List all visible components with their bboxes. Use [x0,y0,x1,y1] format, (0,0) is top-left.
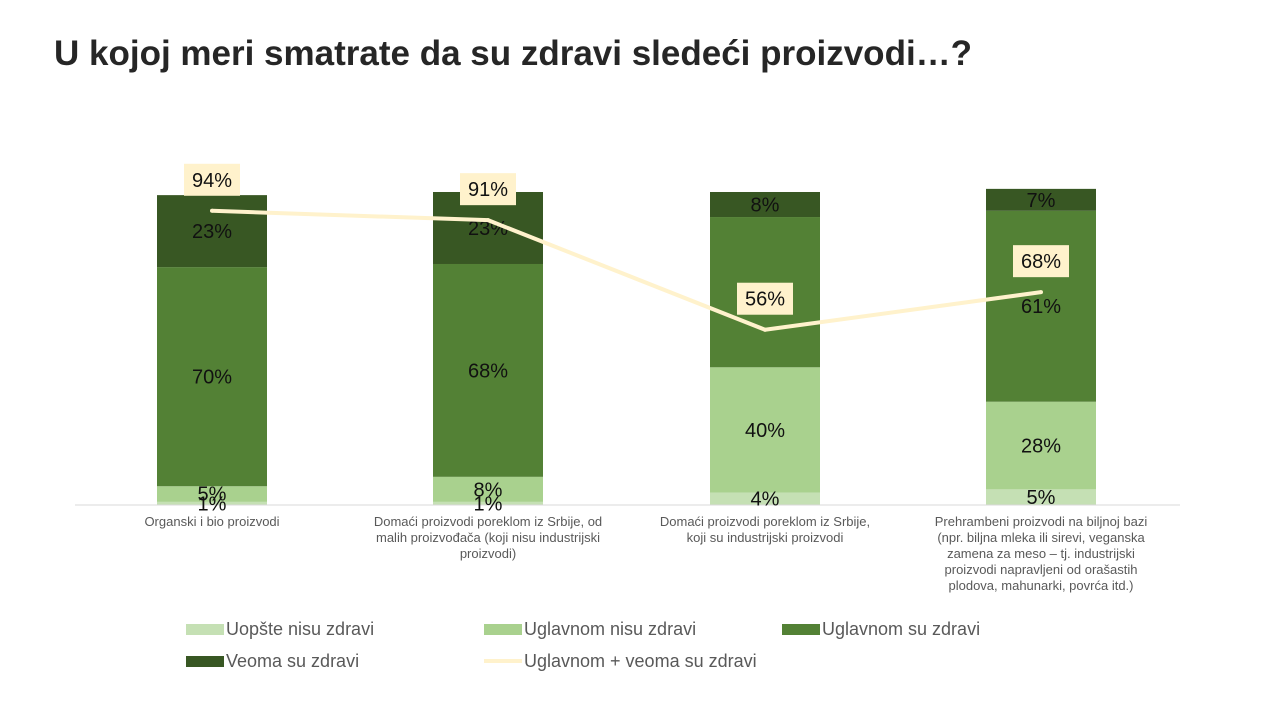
legend-item-veoma-su-zdravi: Veoma su zdravi [186,650,484,672]
category-label-0: Organski i bio proizvodi [144,514,279,529]
legend-swatch-veoma-su-zdravi [186,655,224,667]
line-label-box-3 [1013,245,1069,278]
bar-segment-c0-s1 [157,486,267,502]
bar-segment-c1-s1 [433,476,543,502]
bar-segment-c0-s2 [157,267,267,487]
bar-segment-c3-s3 [986,188,1096,211]
bar-segment-c2-s3 [710,192,820,218]
legend-swatch-uglavnom-plus-veoma [484,659,522,663]
legend-label-veoma-su-zdravi: Veoma su zdravi [226,650,360,671]
segment-label-c1-s0: 1% [474,493,503,515]
bar-segment-c2-s1 [710,367,820,493]
segment-label-c3-s0: 5% [1027,487,1056,509]
legend-label-uopste-nisu-zdravi: Uopšte nisu zdravi [226,618,375,639]
segment-label-c2-s0: 4% [751,489,780,511]
segment-label-c3-s3: 7% [1027,190,1056,212]
legend-label-uglavnom-nisu-zdravi: Uglavnom nisu zdravi [524,618,697,639]
segment-label-c1-s2: 68% [468,360,508,382]
segment-label-c0-s1: 5% [198,483,227,505]
segment-labels-layer: 1%5%70%23%1%8%68%23%4%40%48%8%5%28%61%7% [192,190,1061,516]
bar-segment-c3-s2 [986,210,1096,402]
segment-label-c3-s2: 61% [1021,296,1061,318]
bar-segment-c0-s0 [157,501,267,505]
bar-segment-c3-s1 [986,401,1096,490]
line-point-1 [486,218,490,223]
legend-swatch-uglavnom-su-zdravi [782,623,820,635]
category-labels-layer: Organski i bio proizvodi Domaći proizvodi… [144,514,1147,593]
line-point-3 [1039,290,1043,295]
chart-title: U kojoj meri smatrate da su zdravi slede… [54,34,973,73]
segment-label-c0-s3: 23% [192,221,232,243]
line-label-1: 91% [468,179,508,201]
segment-label-c1-s1: 8% [474,479,503,501]
line-point-0 [210,208,214,213]
legend-swatch-uglavnom-nisu-zdravi [484,623,522,635]
segment-label-c2-s1: 40% [745,420,785,442]
segment-label-c0-s0: 1% [198,493,227,515]
chart-plot: 1%5%70%23%1%8%68%23%4%40%48%8%5%28%61%7%… [75,163,1180,593]
legend-item-uglavnom-nisu-zdravi: Uglavnom nisu zdravi [484,618,782,640]
legend-item-uglavnom-plus-veoma: Uglavnom + veoma su zdravi [484,650,782,672]
segment-label-c2-s3: 8% [751,195,780,217]
line-label-0: 94% [192,170,232,192]
legend-swatch-uopste-nisu-zdravi [186,623,224,635]
line-label-box-0 [184,163,240,196]
category-label-3: Prehrambeni proizvodi na biljnoj bazi (np… [935,514,1148,593]
line-series-layer: 94% 91% 56% 68% [184,163,1069,332]
line-label-3: 68% [1021,251,1061,273]
bar-segment-c1-s0 [433,501,543,505]
line-label-2: 56% [745,289,785,311]
legend-label-uglavnom-su-zdravi: Uglavnom su zdravi [822,618,981,639]
line-series-path [211,208,1042,332]
legend-item-uglavnom-su-zdravi: Uglavnom su zdravi [782,618,1042,640]
line-label-box-2 [737,282,793,315]
bar-segment-c0-s3 [157,195,267,268]
line-point-2 [763,327,767,332]
bar-segment-c3-s0 [986,489,1096,505]
legend-label-uglavnom-plus-veoma: Uglavnom + veoma su zdravi [524,650,757,671]
bars-layer [157,188,1096,505]
segment-label-c0-s2: 70% [192,367,232,389]
line-label-box-1 [460,173,516,206]
category-label-1: Domaći proizvodi poreklom iz Srbije, od m… [374,514,602,561]
bar-segment-c2-s0 [710,492,820,505]
legend: Uopšte nisu zdravi Uglavnom nisu zdravi … [186,618,1046,672]
category-label-2: Domaći proizvodi poreklom iz Srbije, koji… [660,514,870,545]
bar-segment-c1-s2 [433,263,543,477]
legend-item-uopste-nisu-zdravi: Uopšte nisu zdravi [186,618,484,640]
segment-label-c3-s1: 28% [1021,436,1061,458]
